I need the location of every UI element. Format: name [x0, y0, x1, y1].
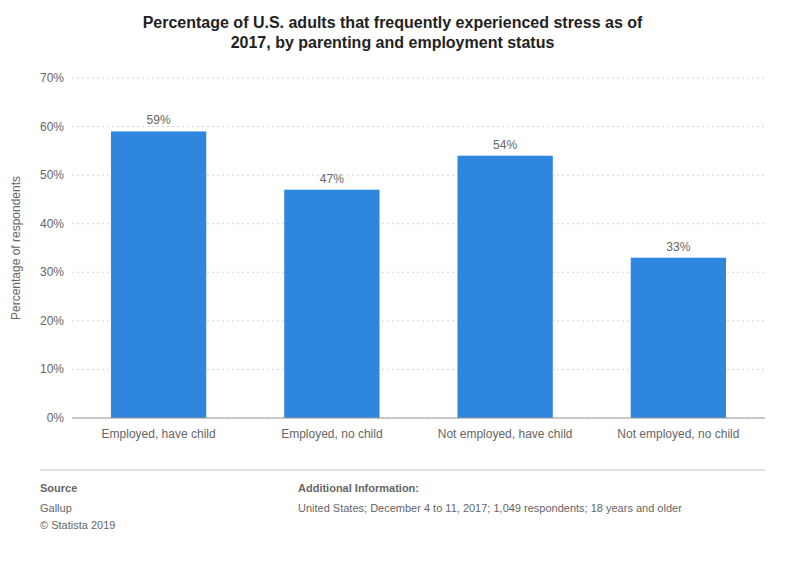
bars — [111, 131, 726, 418]
x-tick-label: Not employed, no child — [617, 427, 739, 441]
footer-text: United States; December 4 to 11, 2017; 1… — [298, 502, 682, 514]
y-axis-label: Percentage of respondents — [9, 176, 23, 320]
value-label: 54% — [493, 138, 517, 152]
y-tick-label: 0% — [47, 411, 65, 425]
y-tick-label: 10% — [40, 362, 64, 376]
footer-text-line: United States; December 4 to 11, 2017; 1… — [298, 502, 682, 514]
x-tick-label: Employed, have child — [102, 427, 216, 441]
title-line: 2017, by parenting and employment status — [231, 34, 555, 51]
value-label: 33% — [666, 240, 690, 254]
x-axis-line — [72, 418, 765, 419]
title: Percentage of U.S. adults that frequentl… — [143, 14, 643, 51]
bar — [284, 190, 379, 418]
y-tick-label: 40% — [40, 217, 64, 231]
y-tick-label: 60% — [40, 120, 64, 134]
grid-line — [72, 126, 765, 127]
footer-rule — [40, 470, 765, 471]
bar — [457, 156, 552, 418]
title-line: Percentage of U.S. adults that frequentl… — [143, 14, 643, 31]
y-tick-label: 50% — [40, 168, 64, 182]
grid-line — [72, 418, 765, 419]
chart: Percentage of U.S. adults that frequentl… — [0, 0, 785, 583]
bar — [631, 258, 726, 418]
bar — [111, 131, 206, 418]
value-label: 59% — [147, 113, 171, 127]
footer-text: Gallup © Statista 2019 — [40, 502, 115, 531]
footer-text-line: © Statista 2019 — [40, 519, 115, 531]
y-tick-label: 70% — [40, 71, 64, 85]
footer-text-line: Gallup — [40, 502, 72, 514]
y-tick-label: 20% — [40, 314, 64, 328]
value-label: 47% — [320, 172, 344, 186]
x-tick-label: Employed, no child — [281, 427, 382, 441]
x-tick-label: Not employed, have child — [438, 427, 573, 441]
grid-line — [72, 78, 765, 79]
y-tick-label: 30% — [40, 265, 64, 279]
footer-heading: Source — [40, 482, 77, 494]
footer-heading: Additional Information: — [298, 482, 419, 494]
